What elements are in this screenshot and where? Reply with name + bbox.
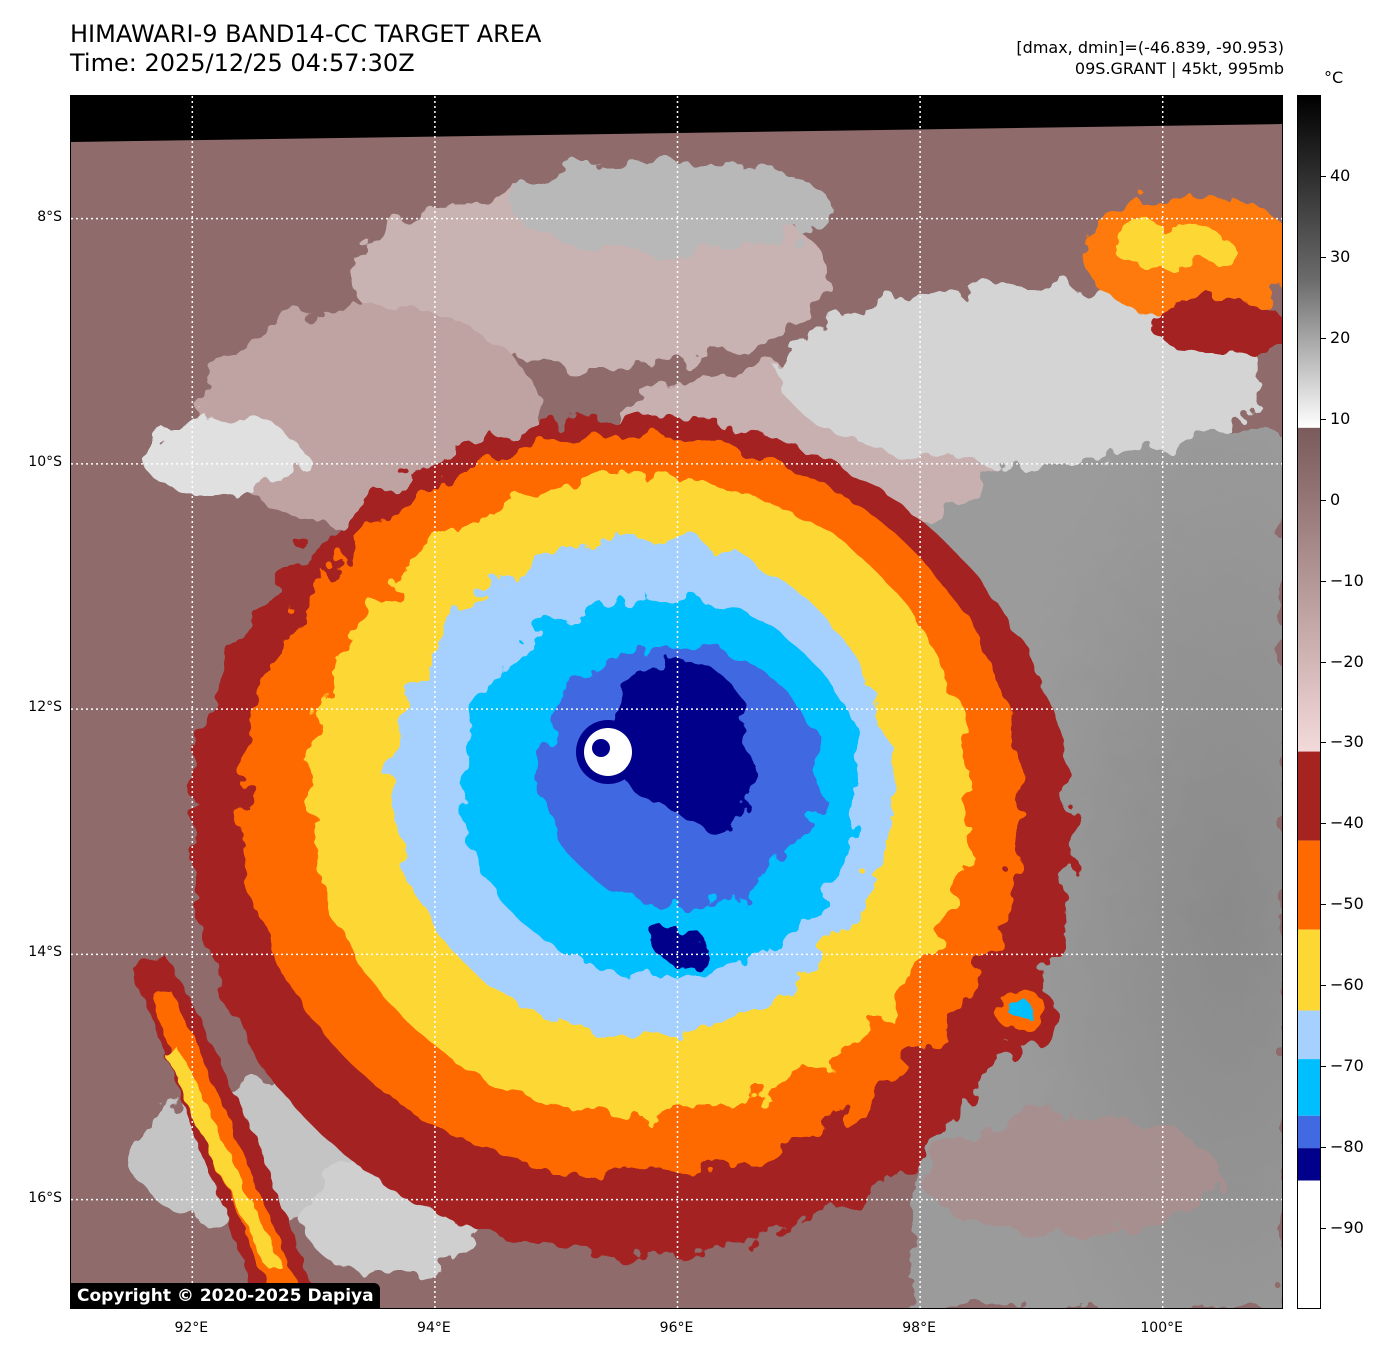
lat-tick-label: 16°S: [28, 1189, 62, 1206]
no-data-strip: [71, 96, 1282, 142]
range-text: [dmax, dmin]=(-46.839, -90.953): [1016, 38, 1284, 57]
colorbar-segment: [1298, 1010, 1320, 1060]
colorbar-tick-label: −50: [1330, 894, 1364, 914]
colorbar-tick-mark: [1321, 418, 1326, 420]
colorbar-segment: [1298, 1115, 1320, 1149]
lon-tick-label: 100°E: [1140, 1320, 1183, 1336]
colorbar-unit: °C: [1324, 68, 1344, 87]
chart-title: HIMAWARI-9 BAND14-CC TARGET AREA Time: 2…: [70, 20, 541, 78]
lon-tick-label: 92°E: [174, 1320, 209, 1336]
title-line-1: HIMAWARI-9 BAND14-CC TARGET AREA: [70, 20, 542, 48]
colorbar-tick-label: −90: [1330, 1218, 1364, 1238]
west-rainband: [131, 956, 321, 1308]
colorbar-tick-mark: [1321, 337, 1326, 339]
colorbar-segment: [1298, 840, 1320, 930]
satellite-map: [70, 95, 1283, 1309]
colorbar-tick-label: 10: [1330, 408, 1351, 428]
graticule: [71, 96, 1282, 1308]
colorbar-tick-label: −10: [1330, 570, 1364, 590]
colorbar-tick-label: −30: [1330, 732, 1364, 752]
colorbar-tick-label: 30: [1330, 246, 1351, 266]
colorbar-segment: [1298, 1059, 1320, 1116]
title-line-2: Time: 2025/12/25 04:57:30Z: [70, 49, 415, 77]
colorbar-tick-label: −80: [1330, 1137, 1364, 1157]
colorbar-tick-mark: [1321, 823, 1326, 825]
colorbar-tick-mark: [1321, 1147, 1326, 1149]
colorbar-tick-mark: [1321, 580, 1326, 582]
colorbar-tick-label: −40: [1330, 813, 1364, 833]
colorbar-tick-mark: [1321, 661, 1326, 663]
colorbar-segment: [1298, 1180, 1320, 1308]
colorbar-segment: [1298, 751, 1320, 841]
colorbar-segment: [1298, 427, 1320, 752]
colorbar-tick-mark: [1321, 742, 1326, 744]
storm-eye-region: [576, 720, 640, 784]
colorbar-tick-label: 40: [1330, 165, 1351, 185]
storm-text: 09S.GRANT | 45kt, 995mb: [1074, 59, 1284, 78]
colorbar-tick-mark: [1321, 256, 1326, 258]
light-cloud-patches: [131, 161, 1282, 1276]
map-canvas: [71, 96, 1282, 1308]
lon-tick-label: 96°E: [659, 1320, 694, 1336]
colorbar-tick-mark: [1321, 1066, 1326, 1068]
lat-tick-label: 10°S: [28, 453, 62, 470]
colorbar-tick-label: −60: [1330, 975, 1364, 995]
lon-tick-label: 98°E: [902, 1320, 936, 1336]
colorbar-tick-label: 20: [1330, 327, 1351, 347]
lat-tick-label: 12°S: [28, 699, 62, 716]
copyright-badge: Copyright © 2020-2025 Dapiya: [71, 1283, 380, 1309]
lon-tick-label: 94°E: [417, 1320, 451, 1336]
colorbar-tick-label: −20: [1330, 651, 1364, 671]
colorbar: [1297, 95, 1321, 1309]
storm-convection: [191, 416, 1071, 1256]
lat-tick-label: 14°S: [28, 944, 62, 961]
colorbar-tick-mark: [1321, 904, 1326, 906]
colorbar-segment: [1298, 1148, 1320, 1181]
small-cell-east: [983, 986, 1059, 1046]
colorbar-tick-label: −70: [1330, 1056, 1364, 1076]
colorbar-tick-mark: [1321, 175, 1326, 177]
colorbar-tick-mark: [1321, 985, 1326, 987]
colorbar-tick-mark: [1321, 1228, 1326, 1230]
colorbar-tick-mark: [1321, 499, 1326, 501]
colorbar-segment: [1298, 96, 1320, 428]
lat-tick-label: 8°S: [37, 208, 62, 225]
metadata-block: [dmax, dmin]=(-46.839, -90.953) 09S.GRAN…: [1016, 37, 1284, 79]
colorbar-tick-label: 0: [1330, 489, 1341, 509]
colorbar-segment: [1298, 929, 1320, 1011]
